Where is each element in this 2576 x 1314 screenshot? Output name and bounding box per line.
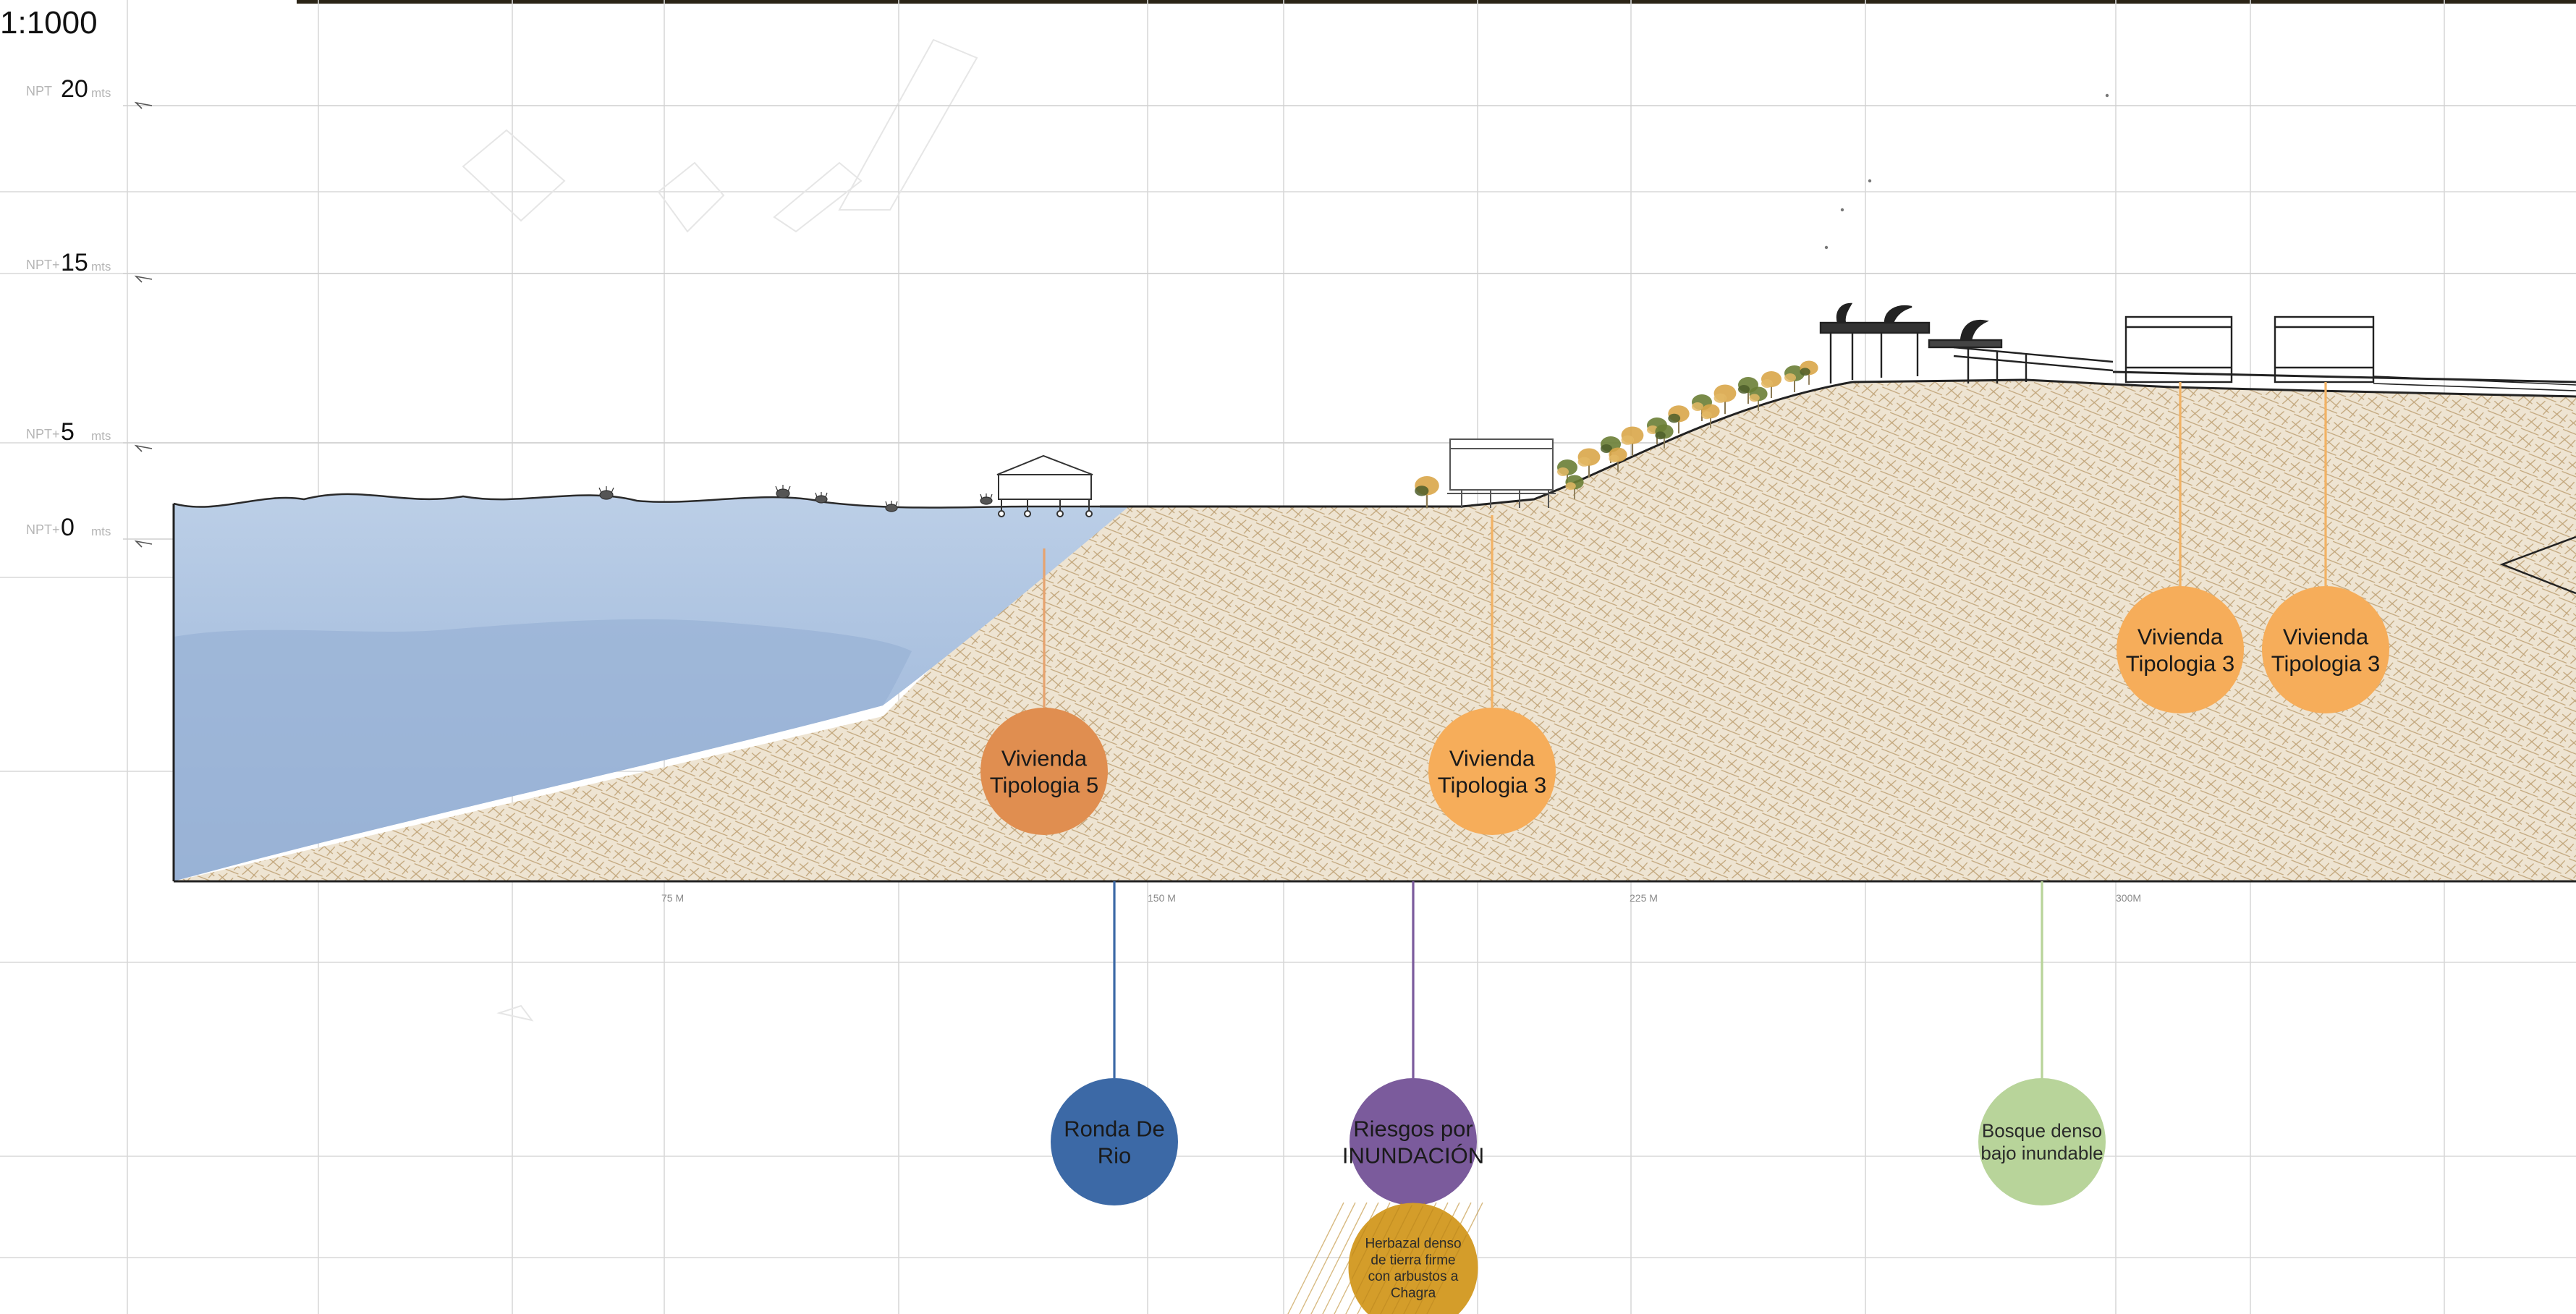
level-unit: mts — [91, 86, 111, 100]
callout-text: bajo inundable — [1980, 1143, 2103, 1164]
scale-label: 1:1000 — [0, 5, 98, 41]
section-cut-arrow — [2499, 535, 2576, 595]
callout-circle — [1051, 1078, 1178, 1205]
level-value: 0 — [61, 514, 75, 541]
tree — [1761, 371, 1781, 398]
tree — [1655, 424, 1674, 449]
callout-text: Chagra — [1391, 1286, 1436, 1301]
callout-text: Tipologia 5 — [990, 772, 1099, 797]
level-value: 5 — [61, 418, 75, 446]
callout-circle — [2117, 586, 2244, 713]
callout-circle — [1428, 708, 1556, 835]
callout-text: Vivienda — [2283, 624, 2369, 649]
callout-text: Tipologia 3 — [1438, 772, 1547, 797]
scatter-dots — [1824, 93, 2109, 250]
callout-text: Tipologia 3 — [2271, 650, 2381, 676]
tree — [1668, 405, 1690, 434]
callout-circle — [980, 708, 1108, 835]
level-value: 15 — [61, 249, 88, 276]
level-arrow-icon — [134, 540, 153, 548]
tree — [1577, 448, 1601, 478]
tree — [1415, 476, 1439, 509]
callout-text: Riesgos por — [1353, 1116, 1473, 1141]
faint-outlines — [462, 38, 978, 1022]
house-middle — [1447, 438, 1556, 508]
top-band — [297, 0, 2576, 4]
terrain-profile-line — [1100, 378, 2576, 508]
level-prefix: NPT — [26, 84, 52, 98]
tree — [1609, 447, 1627, 472]
distance-label: 75 M — [661, 892, 684, 904]
level-label: NPT 20 mts — [26, 75, 153, 109]
level-label: NPT+ 15 mts — [26, 249, 153, 283]
callout-text: con arbustos a — [1368, 1269, 1459, 1284]
level-arrow-icon — [134, 444, 153, 452]
callout-text: Tipologia 3 — [2126, 650, 2235, 676]
distance-label: 150 M — [1148, 892, 1176, 904]
river-water-deep — [174, 619, 912, 881]
level-arrow-icon — [134, 275, 153, 283]
distance-labels: 75 M 150 M 225 M 300M — [661, 892, 2141, 904]
level-value: 20 — [61, 75, 88, 103]
stilt-house-water — [996, 454, 1093, 517]
callout-text: Ronda De — [1064, 1116, 1165, 1141]
callout-text: Bosque denso — [1982, 1120, 2102, 1142]
callout-circle — [2262, 586, 2389, 713]
callout-circle — [1978, 1078, 2106, 1205]
level-label: NPT+ 5 mts — [26, 418, 153, 452]
distance-label: 300M — [2116, 892, 2141, 904]
level-unit: mts — [91, 429, 111, 443]
water-plants — [598, 485, 993, 512]
tree — [1701, 404, 1720, 428]
callout-text: INUNDACIÓN — [1342, 1143, 1484, 1168]
water-surface-line — [173, 493, 1129, 509]
callout-text: Vivienda — [2138, 624, 2224, 649]
level-unit: mts — [91, 525, 111, 538]
tree — [1749, 386, 1768, 411]
callout-circle — [1350, 1078, 1477, 1205]
terrain-soil — [174, 380, 2576, 881]
tree — [1784, 365, 1805, 392]
tree — [1713, 384, 1737, 415]
level-prefix: NPT+ — [26, 427, 60, 441]
distance-label: 225 M — [1630, 892, 1658, 904]
hillside-trees — [1415, 360, 1818, 509]
callout-text: Herbazal denso — [1365, 1236, 1461, 1251]
callout-text: Rio — [1098, 1143, 1132, 1168]
level-arrow-icon — [134, 101, 153, 109]
callout-text: de tierra firme — [1370, 1252, 1455, 1268]
tree — [1565, 475, 1584, 499]
callout-text: Vivienda — [1001, 745, 1088, 771]
tree — [1800, 360, 1818, 385]
level-prefix: NPT+ — [26, 258, 60, 272]
upper-structures — [1819, 302, 2576, 391]
level-label: NPT+ 0 mts — [26, 514, 153, 548]
tree — [1621, 426, 1644, 457]
callout-text: Vivienda — [1449, 745, 1535, 771]
level-prefix: NPT+ — [26, 522, 60, 537]
level-unit: mts — [91, 260, 111, 274]
